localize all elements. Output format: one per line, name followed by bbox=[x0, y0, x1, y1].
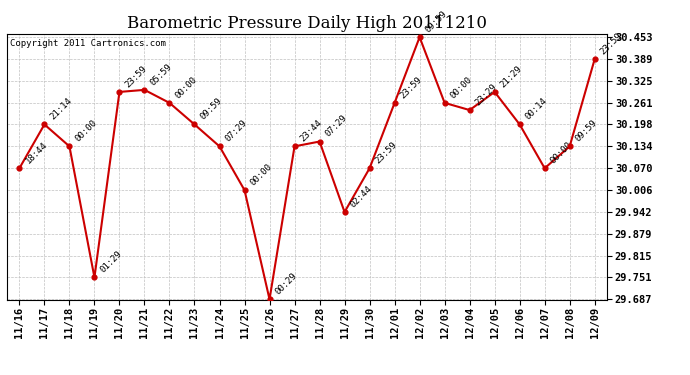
Text: 18:44: 18:44 bbox=[23, 140, 49, 165]
Point bbox=[239, 187, 250, 193]
Text: 05:59: 05:59 bbox=[148, 62, 174, 87]
Text: 07:29: 07:29 bbox=[224, 118, 249, 144]
Point bbox=[214, 143, 225, 149]
Point bbox=[439, 100, 450, 106]
Point bbox=[189, 122, 200, 128]
Point bbox=[389, 100, 400, 106]
Point bbox=[89, 274, 100, 280]
Point bbox=[289, 143, 300, 149]
Point bbox=[414, 34, 425, 40]
Point bbox=[114, 89, 125, 95]
Point bbox=[464, 107, 475, 113]
Text: 23:59: 23:59 bbox=[124, 64, 149, 89]
Text: 00:00: 00:00 bbox=[448, 75, 474, 100]
Point bbox=[14, 165, 25, 171]
Text: 09:59: 09:59 bbox=[424, 9, 449, 34]
Text: 00:00: 00:00 bbox=[248, 162, 274, 188]
Text: 09:59: 09:59 bbox=[574, 118, 599, 144]
Text: 21:14: 21:14 bbox=[48, 96, 74, 122]
Point bbox=[139, 87, 150, 93]
Point bbox=[39, 122, 50, 128]
Text: 23:44: 23:44 bbox=[299, 118, 324, 144]
Text: 23:59: 23:59 bbox=[599, 31, 624, 56]
Text: 09:59: 09:59 bbox=[199, 96, 224, 122]
Point bbox=[339, 209, 350, 215]
Text: 21:29: 21:29 bbox=[499, 64, 524, 89]
Text: 23:29: 23:29 bbox=[474, 82, 499, 107]
Title: Barometric Pressure Daily High 20111210: Barometric Pressure Daily High 20111210 bbox=[127, 15, 487, 32]
Point bbox=[564, 143, 575, 149]
Point bbox=[489, 89, 500, 95]
Text: 00:29: 00:29 bbox=[274, 271, 299, 297]
Text: 00:00: 00:00 bbox=[74, 118, 99, 144]
Point bbox=[539, 165, 550, 171]
Point bbox=[589, 56, 600, 62]
Text: 07:29: 07:29 bbox=[324, 113, 349, 139]
Text: 23:59: 23:59 bbox=[374, 140, 399, 165]
Point bbox=[264, 296, 275, 302]
Text: Copyright 2011 Cartronics.com: Copyright 2011 Cartronics.com bbox=[10, 39, 166, 48]
Point bbox=[314, 138, 325, 144]
Point bbox=[364, 165, 375, 171]
Text: 00:00: 00:00 bbox=[174, 75, 199, 100]
Point bbox=[164, 100, 175, 106]
Text: 00:14: 00:14 bbox=[524, 96, 549, 122]
Text: 02:44: 02:44 bbox=[348, 184, 374, 209]
Point bbox=[514, 122, 525, 128]
Text: 01:29: 01:29 bbox=[99, 249, 124, 274]
Point bbox=[64, 143, 75, 149]
Text: 23:59: 23:59 bbox=[399, 75, 424, 100]
Text: 00:00: 00:00 bbox=[549, 140, 574, 165]
